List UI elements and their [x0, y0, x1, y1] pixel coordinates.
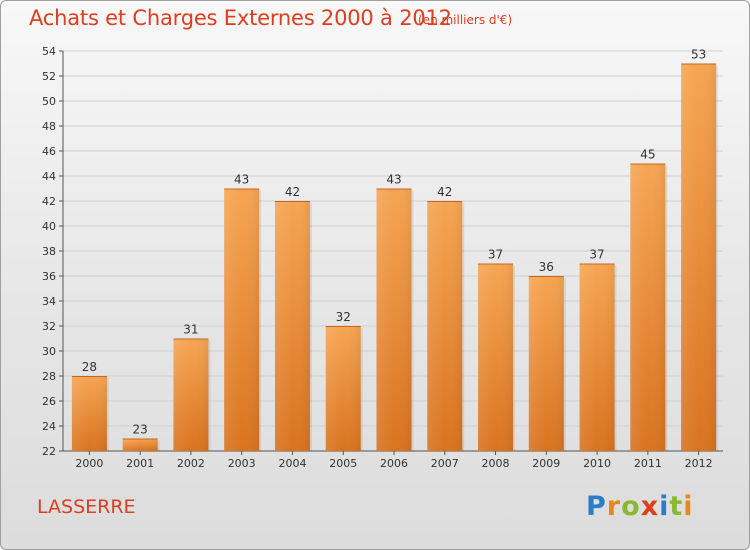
label-layer: 28 23 31 43 42 32 43 42 37 36 37 45 53 [82, 48, 707, 437]
data-label: 23 [133, 423, 148, 437]
bar-layer [71, 63, 719, 451]
chart-subtitle: (en milliers d'€) [418, 13, 513, 27]
bar-shine [478, 263, 514, 451]
x-tick-label: 2002 [177, 457, 205, 470]
x-tick-label: 2001 [126, 457, 154, 470]
y-tick-label: 50 [42, 95, 56, 108]
y-tick-label: 28 [42, 370, 56, 383]
logo-letter: o [621, 491, 641, 522]
bar-shine [325, 326, 361, 451]
data-label: 28 [82, 360, 97, 374]
bar-shine [71, 376, 107, 451]
x-tick-label: 2003 [228, 457, 256, 470]
data-label: 43 [234, 173, 249, 187]
y-tick-label: 26 [42, 395, 56, 408]
proxiti-logo[interactable]: Proxiti [586, 491, 694, 522]
data-label: 42 [437, 185, 452, 199]
logo-letter: t [669, 491, 684, 522]
data-label: 45 [640, 148, 655, 162]
x-tick-label: 2010 [583, 457, 611, 470]
x-tick-label: 2000 [75, 457, 103, 470]
y-tick-label: 40 [42, 220, 56, 233]
bar-shine [376, 188, 412, 451]
logo-letter: i [683, 491, 694, 522]
commune-name: LASSERRE [37, 496, 136, 518]
bar-shine [274, 201, 310, 451]
y-tick-label: 48 [42, 120, 56, 133]
y-tick-label: 38 [42, 245, 56, 258]
data-label: 36 [539, 260, 554, 274]
bar-shine [528, 276, 564, 451]
axis-layer: 22 24 26 28 30 32 34 36 38 40 42 44 46 48 50 52 54 2000 20… [42, 45, 723, 470]
y-tick-label: 54 [42, 45, 56, 58]
x-tick-label: 2006 [380, 457, 408, 470]
data-label: 37 [589, 248, 604, 262]
x-tick-label: 2008 [482, 457, 510, 470]
data-label: 32 [336, 310, 351, 324]
y-tick-label: 22 [42, 445, 56, 458]
x-tick-label: 2005 [329, 457, 357, 470]
logo-letter: P [586, 491, 607, 522]
y-tick-label: 52 [42, 70, 56, 83]
logo-letter: x [640, 491, 660, 522]
logo-letter: i [659, 491, 670, 522]
y-tick-label: 44 [42, 170, 56, 183]
bar-shine [122, 438, 158, 451]
logo-letter: r [606, 491, 622, 522]
y-tick-label: 46 [42, 145, 56, 158]
bar-shine [427, 201, 463, 451]
y-tick-label: 30 [42, 345, 56, 358]
y-tick-label: 24 [42, 420, 56, 433]
bar-shine [630, 163, 666, 451]
x-tick-label: 2009 [532, 457, 560, 470]
data-label: 42 [285, 185, 300, 199]
data-label: 53 [691, 48, 706, 62]
x-tick-label: 2011 [634, 457, 662, 470]
x-tick-label: 2012 [685, 457, 713, 470]
y-tick-label: 32 [42, 320, 56, 333]
bar-shine [579, 263, 615, 451]
x-tick-label: 2007 [431, 457, 459, 470]
y-tick-label: 34 [42, 295, 56, 308]
data-label: 31 [183, 323, 198, 337]
bar-shine [173, 338, 209, 451]
y-tick-label: 42 [42, 195, 56, 208]
data-label: 37 [488, 248, 503, 262]
bar-shine [681, 63, 717, 451]
chart-title: Achats et Charges Externes 2000 à 2012 [29, 6, 452, 30]
data-label: 43 [386, 173, 401, 187]
x-tick-label: 2004 [278, 457, 306, 470]
bar-shine [224, 188, 260, 451]
y-tick-label: 36 [42, 270, 56, 283]
